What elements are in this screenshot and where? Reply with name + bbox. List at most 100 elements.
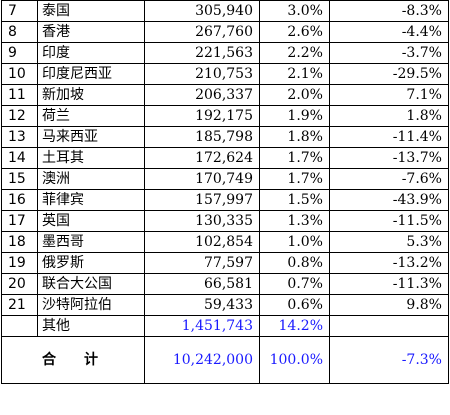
share-cell: 2.1% <box>259 63 330 85</box>
value-cell: 102,854 <box>144 231 260 253</box>
growth-cell: -29.5% <box>329 63 449 85</box>
share-cell: 1.8% <box>259 126 330 148</box>
rank-cell: 18 <box>1 231 38 253</box>
table-row: 12 荷兰 192,175 1.9% 1.8% <box>1 105 449 127</box>
total-share: 100.0% <box>259 336 330 384</box>
value-cell: 172,624 <box>144 147 260 169</box>
value-cell: 59,433 <box>144 294 260 316</box>
rank-cell: 17 <box>1 210 38 232</box>
value-cell: 66,581 <box>144 273 260 295</box>
growth-cell: 1.8% <box>329 105 449 127</box>
total-row: 合计 10,242,000 100.0% -7.3% <box>1 336 449 384</box>
value-cell: 221,563 <box>144 42 260 64</box>
rank-cell: 12 <box>1 105 38 127</box>
rank-cell: 8 <box>1 21 38 43</box>
country-cell: 荷兰 <box>37 105 145 127</box>
share-cell: 2.0% <box>259 84 330 106</box>
table-row: 14 土耳其 172,624 1.7% -13.7% <box>1 147 449 169</box>
share-cell: 0.8% <box>259 252 330 274</box>
table-row: 11 新加坡 206,337 2.0% 7.1% <box>1 84 449 106</box>
table-row: 15 澳洲 170,749 1.7% -7.6% <box>1 168 449 190</box>
others-label: 其他 <box>37 315 145 337</box>
table-row: 18 墨西哥 102,854 1.0% 5.3% <box>1 231 449 253</box>
country-cell: 联合大公国 <box>37 273 145 295</box>
share-cell: 1.7% <box>259 168 330 190</box>
total-growth: -7.3% <box>329 336 449 384</box>
total-value: 10,242,000 <box>144 336 260 384</box>
value-cell: 305,940 <box>144 0 260 22</box>
country-cell: 香港 <box>37 21 145 43</box>
country-cell: 印度 <box>37 42 145 64</box>
rank-cell: 7 <box>1 0 38 22</box>
country-cell: 英国 <box>37 210 145 232</box>
value-cell: 170,749 <box>144 168 260 190</box>
share-cell: 1.9% <box>259 105 330 127</box>
others-growth-cell <box>329 315 449 337</box>
others-value: 1,451,743 <box>144 315 260 337</box>
table-row: 20 联合大公国 66,581 0.7% -11.3% <box>1 273 449 295</box>
rank-cell: 21 <box>1 294 38 316</box>
value-cell: 267,760 <box>144 21 260 43</box>
rank-cell: 16 <box>1 189 38 211</box>
country-cell: 马来西亚 <box>37 126 145 148</box>
value-cell: 192,175 <box>144 105 260 127</box>
share-cell: 2.2% <box>259 42 330 64</box>
country-cell: 印度尼西亚 <box>37 63 145 85</box>
growth-cell: -8.3% <box>329 0 449 22</box>
growth-cell: -43.9% <box>329 189 449 211</box>
growth-cell: -11.5% <box>329 210 449 232</box>
trade-stats-table: 7 泰国 305,940 3.0% -8.3% 8 香港 267,760 2.6% -4.4% 9 印… <box>1 0 449 384</box>
growth-cell: 9.8% <box>329 294 449 316</box>
growth-cell: 5.3% <box>329 231 449 253</box>
country-cell: 澳洲 <box>37 168 145 190</box>
share-cell: 2.6% <box>259 21 330 43</box>
total-label: 合计 <box>1 336 145 384</box>
value-cell: 206,337 <box>144 84 260 106</box>
share-cell: 3.0% <box>259 0 330 22</box>
others-share: 14.2% <box>259 315 330 337</box>
country-cell: 菲律宾 <box>37 189 145 211</box>
growth-cell: -7.6% <box>329 168 449 190</box>
growth-cell: -13.7% <box>329 147 449 169</box>
growth-cell: -4.4% <box>329 21 449 43</box>
growth-cell: -11.3% <box>329 273 449 295</box>
growth-cell: -11.4% <box>329 126 449 148</box>
growth-cell: -13.2% <box>329 252 449 274</box>
country-cell: 俄罗斯 <box>37 252 145 274</box>
value-cell: 157,997 <box>144 189 260 211</box>
rank-cell: 14 <box>1 147 38 169</box>
share-cell: 1.3% <box>259 210 330 232</box>
rank-cell: 11 <box>1 84 38 106</box>
country-cell: 墨西哥 <box>37 231 145 253</box>
country-cell: 泰国 <box>37 0 145 22</box>
table-row: 7 泰国 305,940 3.0% -8.3% <box>1 0 449 22</box>
value-cell: 185,798 <box>144 126 260 148</box>
rank-cell: 10 <box>1 63 38 85</box>
table-row: 9 印度 221,563 2.2% -3.7% <box>1 42 449 64</box>
table-row: 8 香港 267,760 2.6% -4.4% <box>1 21 449 43</box>
value-cell: 210,753 <box>144 63 260 85</box>
share-cell: 0.7% <box>259 273 330 295</box>
growth-cell: -3.7% <box>329 42 449 64</box>
table-row: 16 菲律宾 157,997 1.5% -43.9% <box>1 189 449 211</box>
share-cell: 1.7% <box>259 147 330 169</box>
rank-cell: 9 <box>1 42 38 64</box>
table-row: 21 沙特阿拉伯 59,433 0.6% 9.8% <box>1 294 449 316</box>
rank-cell: 19 <box>1 252 38 274</box>
share-cell: 1.0% <box>259 231 330 253</box>
country-cell: 新加坡 <box>37 84 145 106</box>
growth-cell: 7.1% <box>329 84 449 106</box>
value-cell: 77,597 <box>144 252 260 274</box>
others-rank-cell <box>1 315 38 337</box>
share-cell: 1.5% <box>259 189 330 211</box>
table-body: 7 泰国 305,940 3.0% -8.3% 8 香港 267,760 2.6% -4.4% 9 印… <box>1 0 449 384</box>
value-cell: 130,335 <box>144 210 260 232</box>
rank-cell: 15 <box>1 168 38 190</box>
rank-cell: 13 <box>1 126 38 148</box>
rank-cell: 20 <box>1 273 38 295</box>
country-cell: 土耳其 <box>37 147 145 169</box>
share-cell: 0.6% <box>259 294 330 316</box>
table-row: 17 英国 130,335 1.3% -11.5% <box>1 210 449 232</box>
table-row: 19 俄罗斯 77,597 0.8% -13.2% <box>1 252 449 274</box>
table-row: 13 马来西亚 185,798 1.8% -11.4% <box>1 126 449 148</box>
